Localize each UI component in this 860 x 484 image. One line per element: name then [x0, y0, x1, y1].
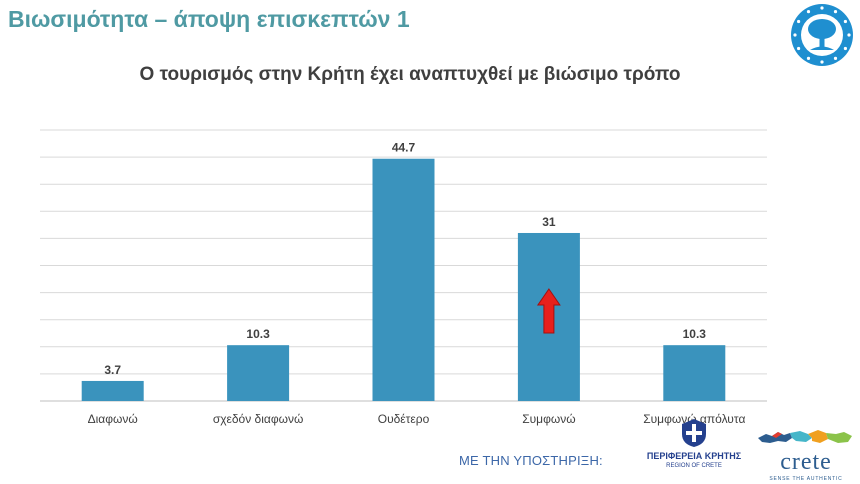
- region-subtitle: REGION OF CRETE: [666, 463, 722, 469]
- data-label: 31: [542, 215, 556, 229]
- crete-brand-logo: crete SENSE THE AUTHENTIC: [756, 424, 856, 484]
- x-tick-label: σχεδόν διαφωνώ: [213, 412, 304, 426]
- data-label: 10.3: [683, 327, 707, 341]
- x-tick-label: Ουδέτερο: [378, 412, 430, 426]
- data-label: 10.3: [246, 327, 270, 341]
- greek-emblem-icon: [682, 419, 706, 447]
- bar-5: [663, 345, 726, 401]
- support-text: ΜΕ ΤΗΝ ΥΠΟΣΤΗΡΙΞΗ:: [459, 453, 603, 468]
- data-label: 3.7: [104, 363, 121, 377]
- x-tick-label: Συμφωνώ: [522, 412, 575, 426]
- crete-island-map-icon: [758, 430, 852, 443]
- bar-1: [81, 380, 144, 401]
- slide-title: Βιωσιμότητα – άποψη επισκεπτών 1: [8, 6, 410, 32]
- crete-wordmark: crete: [780, 449, 832, 475]
- bar-2: [227, 345, 290, 401]
- x-tick-label: Συμφωνώ απόλυτα: [643, 412, 745, 426]
- region-name: ΠΕΡΙΦΕΡΕΙΑ ΚΡΗΤΗΣ: [646, 451, 742, 461]
- x-tick-label: Διαφωνώ: [88, 412, 138, 426]
- chart-title: Ο τουρισμός στην Κρήτη έχει αναπτυχθεί μ…: [139, 64, 681, 85]
- bar-3: [372, 158, 435, 401]
- tree-seal-logo: [791, 4, 853, 66]
- red-up-arrow-icon: [536, 288, 561, 334]
- region-of-crete-logo: ΠΕΡΙΦΕΡΕΙΑ ΚΡΗΤΗΣ REGION OF CRETE: [644, 418, 744, 484]
- crete-tagline: SENSE THE AUTHENTIC: [769, 476, 843, 482]
- data-label: 44.7: [392, 141, 416, 155]
